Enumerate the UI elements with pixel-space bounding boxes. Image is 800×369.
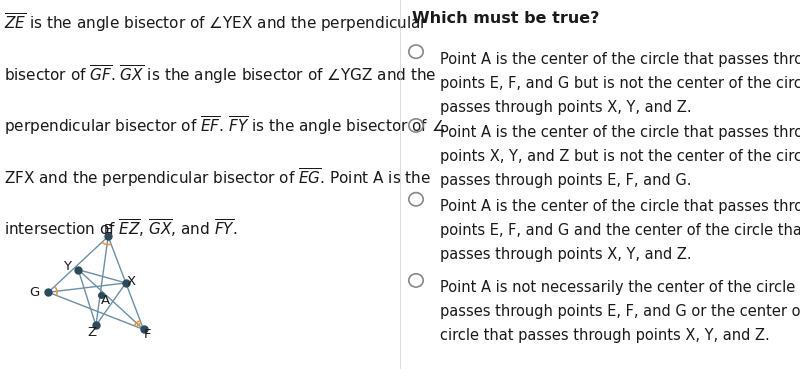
Text: points E, F, and G and the center of the circle that: points E, F, and G and the center of the… (440, 223, 800, 238)
Text: perpendicular bisector of $\overline{EF}$. $\overline{FY}$ is the angle bisector: perpendicular bisector of $\overline{EF}… (4, 114, 445, 137)
Text: ZFX and the perpendicular bisector of $\overline{EG}$. Point A is the: ZFX and the perpendicular bisector of $\… (4, 166, 431, 189)
Text: G: G (29, 286, 39, 299)
Text: passes through points E, F, and G or the center of the: passes through points E, F, and G or the… (440, 304, 800, 320)
Text: F: F (144, 328, 151, 341)
Text: Y: Y (63, 260, 71, 273)
Text: $\overline{ZE}$ is the angle bisector of $\angle$YEX and the perpendicular: $\overline{ZE}$ is the angle bisector of… (4, 11, 428, 34)
Text: passes through points X, Y, and Z.: passes through points X, Y, and Z. (440, 247, 692, 262)
Text: Which must be true?: Which must be true? (412, 11, 599, 26)
Text: A: A (101, 294, 110, 307)
Text: passes through points X, Y, and Z.: passes through points X, Y, and Z. (440, 100, 692, 115)
Text: Point A is not necessarily the center of the circle that: Point A is not necessarily the center of… (440, 280, 800, 296)
Text: passes through points E, F, and G.: passes through points E, F, and G. (440, 173, 691, 189)
Text: Point A is the center of the circle that passes through: Point A is the center of the circle that… (440, 52, 800, 67)
Text: circle that passes through points X, Y, and Z.: circle that passes through points X, Y, … (440, 328, 770, 344)
Text: E: E (104, 223, 112, 236)
Text: Point A is the center of the circle that passes through: Point A is the center of the circle that… (440, 199, 800, 214)
Text: bisector of $\overline{GF}$. $\overline{GX}$ is the angle bisector of $\angle$YG: bisector of $\overline{GF}$. $\overline{… (4, 63, 437, 86)
Text: points E, F, and G but is not the center of the circle that: points E, F, and G but is not the center… (440, 76, 800, 91)
Text: points X, Y, and Z but is not the center of the circle that: points X, Y, and Z but is not the center… (440, 149, 800, 165)
Text: X: X (127, 275, 136, 287)
Text: Z: Z (87, 325, 97, 339)
Text: intersection of $\overline{EZ}$, $\overline{GX}$, and $\overline{FY}$.: intersection of $\overline{EZ}$, $\overl… (4, 218, 238, 239)
Text: Point A is the center of the circle that passes through: Point A is the center of the circle that… (440, 125, 800, 141)
